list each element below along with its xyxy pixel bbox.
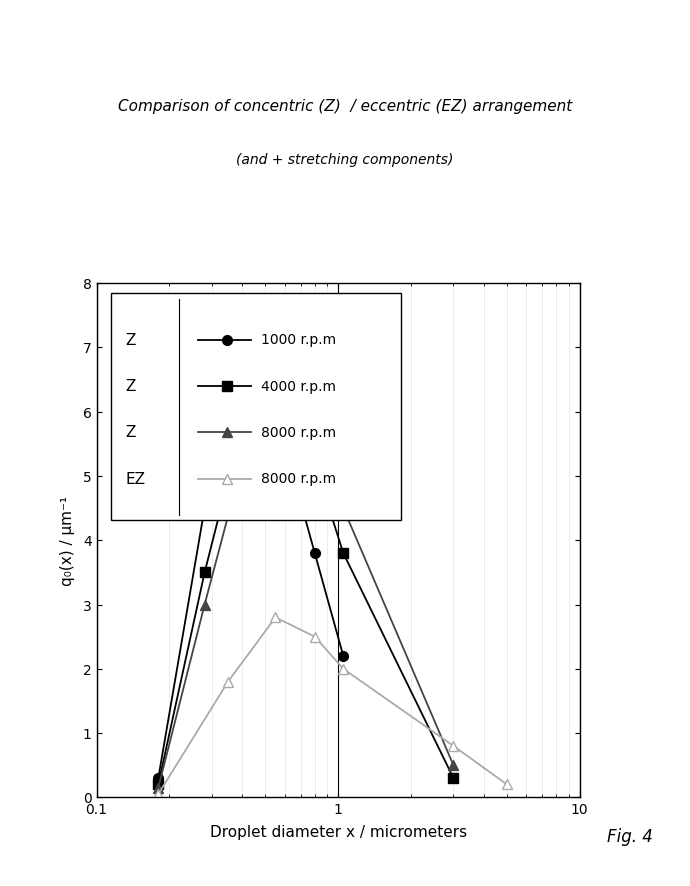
Text: 8000 r.p.m: 8000 r.p.m <box>261 425 336 439</box>
Text: 1000 r.p.m: 1000 r.p.m <box>261 333 336 347</box>
Text: (and + stretching components): (and + stretching components) <box>237 152 453 167</box>
X-axis label: Droplet diameter x / micrometers: Droplet diameter x / micrometers <box>210 825 466 840</box>
Y-axis label: q₀(x) / µm⁻¹: q₀(x) / µm⁻¹ <box>59 495 75 586</box>
Text: Z: Z <box>126 425 136 440</box>
Text: 4000 r.p.m: 4000 r.p.m <box>261 379 336 393</box>
Text: 8000 r.p.m: 8000 r.p.m <box>261 472 336 486</box>
Text: Comparison of concentric (Z)  / eccentric (EZ) arrangement: Comparison of concentric (Z) / eccentric… <box>118 99 572 113</box>
Text: Z: Z <box>126 379 136 393</box>
Text: EZ: EZ <box>126 471 146 486</box>
Text: Z: Z <box>126 332 136 347</box>
FancyBboxPatch shape <box>111 294 401 520</box>
Text: Fig. 4: Fig. 4 <box>607 828 653 846</box>
